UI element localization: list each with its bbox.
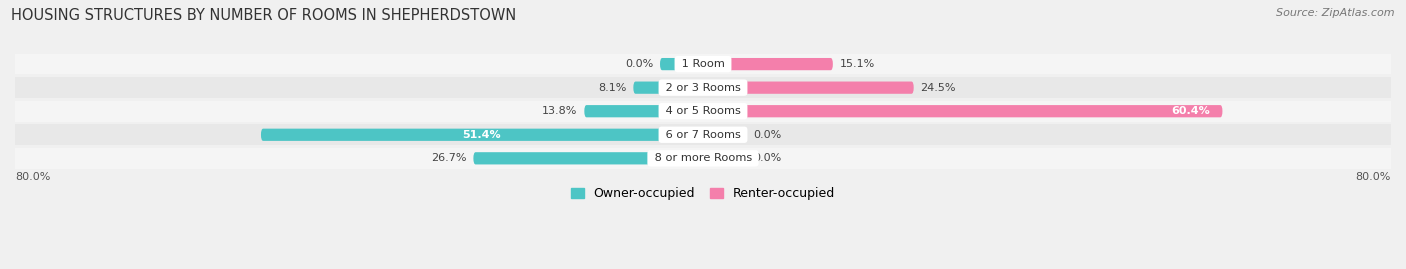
Text: 15.1%: 15.1% bbox=[839, 59, 875, 69]
FancyBboxPatch shape bbox=[703, 129, 747, 141]
Text: 8.1%: 8.1% bbox=[598, 83, 627, 93]
Text: 60.4%: 60.4% bbox=[1171, 106, 1209, 116]
Text: 0.0%: 0.0% bbox=[752, 130, 782, 140]
FancyBboxPatch shape bbox=[703, 152, 747, 164]
FancyBboxPatch shape bbox=[585, 105, 703, 117]
Text: 0.0%: 0.0% bbox=[624, 59, 654, 69]
Bar bbox=[15, 101, 1391, 122]
Text: 13.8%: 13.8% bbox=[543, 106, 578, 116]
FancyBboxPatch shape bbox=[262, 129, 703, 141]
Bar bbox=[15, 54, 1391, 75]
FancyBboxPatch shape bbox=[633, 82, 703, 94]
Text: 4 or 5 Rooms: 4 or 5 Rooms bbox=[662, 106, 744, 116]
Bar bbox=[15, 124, 1391, 145]
Text: 24.5%: 24.5% bbox=[921, 83, 956, 93]
FancyBboxPatch shape bbox=[659, 58, 703, 70]
Text: 6 or 7 Rooms: 6 or 7 Rooms bbox=[662, 130, 744, 140]
Text: 51.4%: 51.4% bbox=[463, 130, 502, 140]
Bar bbox=[15, 77, 1391, 98]
FancyBboxPatch shape bbox=[474, 152, 703, 164]
Text: 0.0%: 0.0% bbox=[752, 153, 782, 163]
FancyBboxPatch shape bbox=[703, 58, 832, 70]
Bar bbox=[15, 148, 1391, 169]
Text: 80.0%: 80.0% bbox=[1355, 172, 1391, 182]
FancyBboxPatch shape bbox=[703, 105, 1222, 117]
Text: 26.7%: 26.7% bbox=[432, 153, 467, 163]
Text: 2 or 3 Rooms: 2 or 3 Rooms bbox=[662, 83, 744, 93]
Text: 8 or more Rooms: 8 or more Rooms bbox=[651, 153, 755, 163]
Text: HOUSING STRUCTURES BY NUMBER OF ROOMS IN SHEPHERDSTOWN: HOUSING STRUCTURES BY NUMBER OF ROOMS IN… bbox=[11, 8, 516, 23]
Text: 80.0%: 80.0% bbox=[15, 172, 51, 182]
Legend: Owner-occupied, Renter-occupied: Owner-occupied, Renter-occupied bbox=[567, 182, 839, 206]
Text: Source: ZipAtlas.com: Source: ZipAtlas.com bbox=[1277, 8, 1395, 18]
Text: 1 Room: 1 Room bbox=[678, 59, 728, 69]
FancyBboxPatch shape bbox=[703, 82, 914, 94]
